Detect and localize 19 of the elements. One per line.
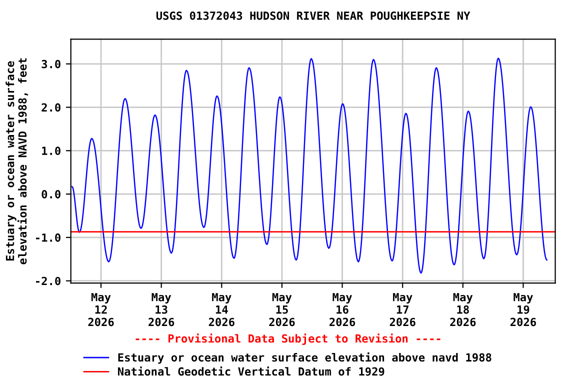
y-tick-label: -1.0	[36, 233, 60, 242]
legend-label: Estuary or ocean water surface elevation above navd 1988	[118, 352, 492, 364]
x-tick-label: May 18 2026	[450, 293, 476, 326]
chart-title: USGS 01372043 HUDSON RIVER NEAR POUGHKEEPSIE NY	[156, 11, 470, 20]
x-tick-label: May 12 2026	[88, 293, 114, 326]
y-tick-label: 3.0	[42, 60, 60, 68]
legend-label: National Geodetic Vertical Datum of 1929	[118, 366, 384, 376]
y-tick-label: 1.0	[42, 146, 60, 156]
x-tick-label: May 16 2026	[330, 293, 356, 326]
x-tick-label: May 14 2026	[208, 293, 234, 326]
text: ---- Provisional Data Subject to Revision ----	[136, 333, 440, 345]
y-tick-label: 0.0	[42, 190, 60, 198]
x-tick-label: May 13 2026	[148, 293, 174, 326]
x-tick-label: May 19 2026	[510, 293, 536, 326]
x-tick-label: May 15 2026	[269, 293, 295, 326]
y-axis-title: Estuary or ocean water surface elevation above NAVD 1988, feet	[6, 58, 28, 264]
x-tick-label: May 17 2026	[390, 293, 416, 326]
y-tick-label: -2.0	[36, 276, 60, 286]
y-tick-label: 2.0	[42, 103, 60, 112]
